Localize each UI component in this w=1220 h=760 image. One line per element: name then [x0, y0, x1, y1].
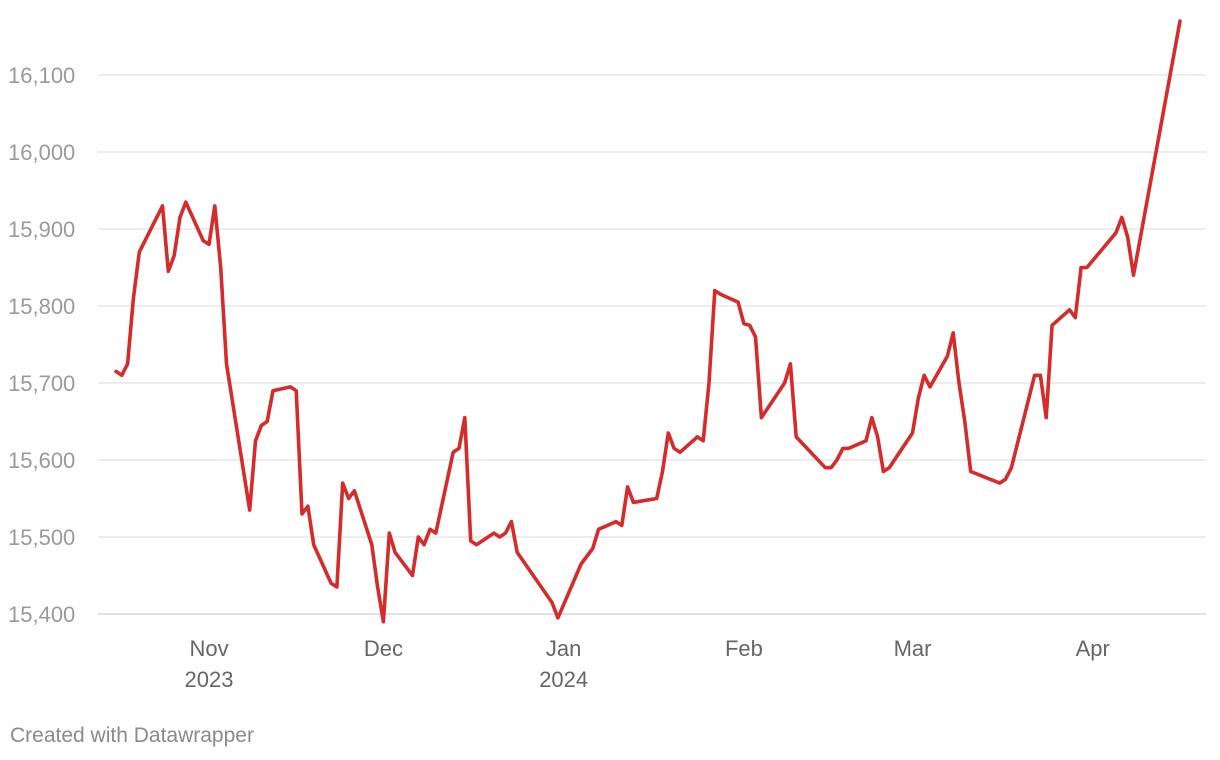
x-tick-label: Apr [1076, 636, 1110, 661]
line-chart: 15,400 15,500 15,600 15,700 15,800 15,900 16,0… [8, 19, 1206, 692]
x-tick-label: Feb [725, 636, 763, 661]
x-tick-label: Mar [894, 636, 932, 661]
x-tick-year-label: 2024 [539, 667, 588, 692]
series-group [114, 19, 1182, 624]
x-axis-tick-labels: Nov 2023 Dec Jan 2024 Feb Mar Apr [185, 636, 1110, 692]
credit-text: Created with Datawrapper [10, 724, 254, 747]
y-tick-label: 15,700 [8, 371, 75, 396]
y-tick-label: 16,100 [8, 63, 75, 88]
x-tick-label: Dec [364, 636, 403, 661]
x-tick-label: Nov [189, 636, 228, 661]
series-line [114, 19, 1182, 624]
x-tick-label: Jan [546, 636, 581, 661]
x-tick-year-label: 2023 [185, 667, 234, 692]
y-tick-label: 15,500 [8, 525, 75, 550]
y-tick-label: 15,800 [8, 294, 75, 319]
y-tick-label: 15,900 [8, 217, 75, 242]
y-axis-tick-labels: 15,400 15,500 15,600 15,700 15,800 15,900 16,0… [8, 63, 75, 627]
y-tick-label: 15,600 [8, 448, 75, 473]
y-tick-label: 16,000 [8, 140, 75, 165]
y-tick-label: 15,400 [8, 602, 75, 627]
gridlines [98, 74, 1206, 615]
